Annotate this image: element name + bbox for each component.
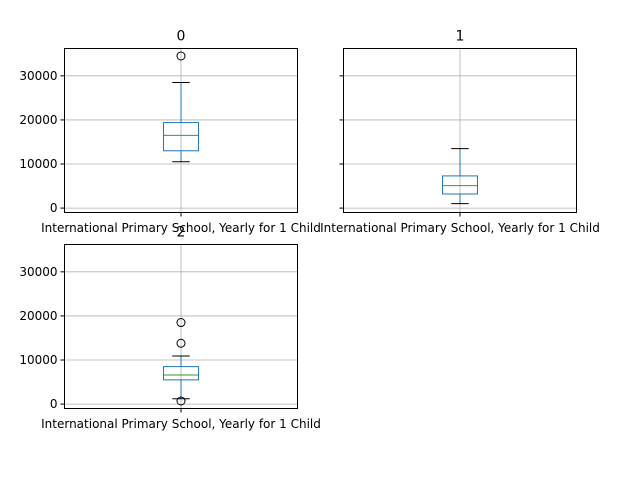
x-tick-label: International Primary School, Yearly for… <box>41 417 321 431</box>
outlier-point <box>176 51 186 61</box>
subplot-2: 0 10000 20000 30000 International Primary Sc… <box>19 225 321 432</box>
box-iqr <box>442 175 478 195</box>
y-tick-label: 20000 <box>19 113 57 127</box>
subplot-title: 0 <box>177 29 186 45</box>
y-tick-label: 20000 <box>19 309 57 323</box>
y-tick-label: 10000 <box>19 353 57 367</box>
outlier-point <box>176 338 186 348</box>
box-iqr <box>163 366 199 381</box>
y-tick-label: 0 <box>50 397 58 411</box>
subplot-0: 0 10000 20000 30000 International Primary Sc… <box>19 29 321 236</box>
y-tick-label: 30000 <box>19 69 57 83</box>
subplot-1: International Primary School, Yearly for… <box>320 29 600 236</box>
subplot-title: 2 <box>177 225 186 241</box>
y-tick-label: 0 <box>50 201 58 215</box>
x-tick-label: International Primary School, Yearly for… <box>41 221 321 235</box>
subplot-title: 1 <box>456 29 465 45</box>
box-iqr <box>163 122 199 152</box>
y-tick-label: 10000 <box>19 157 57 171</box>
y-tick-label: 30000 <box>19 265 57 279</box>
x-tick-label: International Primary School, Yearly for… <box>320 221 600 235</box>
outlier-point <box>176 396 186 406</box>
outlier-point <box>176 318 186 328</box>
